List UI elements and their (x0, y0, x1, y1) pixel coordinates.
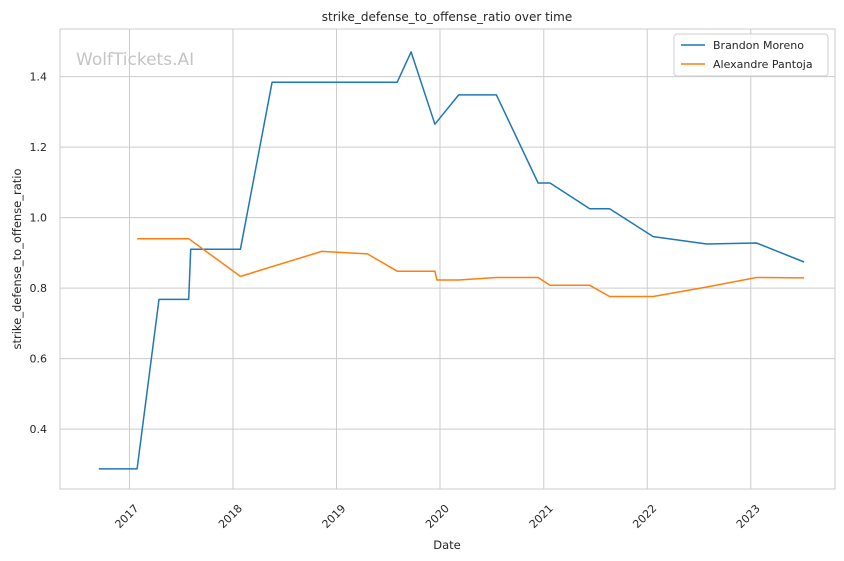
y-tick-label: 0.6 (30, 353, 48, 366)
y-tick-labels: 0.4 0.6 0.8 1.0 1.2 1.4 (30, 71, 48, 436)
y-tick-label: 1.4 (30, 71, 48, 84)
legend: Brandon Moreno Alexandre Pantoja (673, 33, 829, 77)
series-line-brandon-moreno (98, 51, 805, 470)
chart-title: strike_defense_to_offense_ratio over tim… (322, 10, 572, 24)
series-line-alexandre-pantoja (137, 237, 805, 298)
legend-box (673, 33, 829, 77)
y-tick-label: 0.8 (30, 282, 48, 295)
plot-frame (59, 28, 836, 490)
grid-lines (60, 29, 835, 489)
y-tick-label: 0.4 (30, 423, 48, 436)
x-axis-label: Date (433, 538, 461, 552)
legend-label-brandon-moreno: Brandon Moreno (713, 39, 804, 52)
series-lines (98, 51, 805, 470)
y-tick-label: 1.2 (30, 141, 48, 154)
legend-label-alexandre-pantoja: Alexandre Pantoja (713, 58, 813, 71)
watermark: WolfTickets.AI (76, 50, 194, 70)
y-axis-label: strike_defense_to_offense_ratio (10, 168, 24, 349)
y-tick-label: 1.0 (30, 212, 48, 225)
